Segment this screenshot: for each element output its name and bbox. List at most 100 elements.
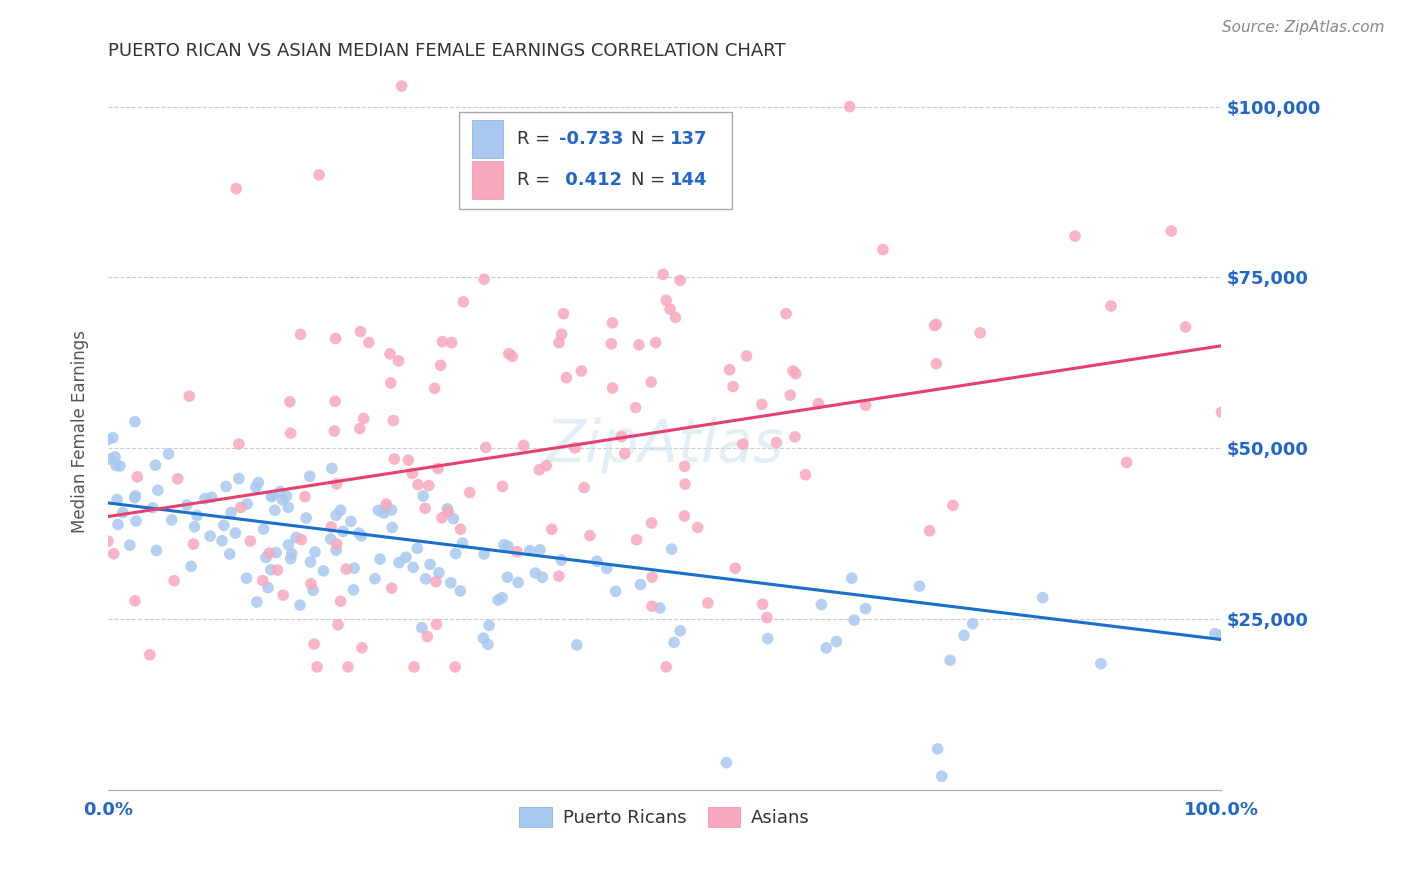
Point — [305, 660, 328, 674]
Point — [673, 477, 696, 491]
Point — [855, 398, 877, 412]
Text: R =: R = — [516, 171, 555, 189]
Point — [142, 500, 165, 515]
Point — [751, 597, 773, 611]
Point — [472, 272, 495, 286]
Point — [124, 415, 146, 429]
Point — [396, 453, 419, 467]
Point — [602, 316, 624, 330]
Point — [491, 591, 513, 605]
Point — [364, 572, 387, 586]
Point — [1064, 229, 1087, 244]
Point — [429, 359, 451, 373]
Point — [1174, 320, 1197, 334]
Point — [183, 520, 205, 534]
Point — [350, 529, 373, 543]
Point — [807, 396, 830, 410]
Point — [163, 574, 186, 588]
Point — [276, 489, 298, 503]
Point — [785, 367, 807, 381]
Point — [260, 563, 283, 577]
Point — [498, 346, 520, 360]
Point — [198, 529, 221, 543]
Point — [496, 570, 519, 584]
Point — [430, 510, 453, 524]
Point — [540, 522, 562, 536]
Point — [444, 547, 467, 561]
Point — [124, 489, 146, 503]
Point — [302, 583, 325, 598]
Point — [548, 335, 571, 350]
Point — [380, 376, 402, 390]
Point — [298, 469, 321, 483]
Point — [262, 489, 284, 503]
Point — [179, 389, 201, 403]
Point — [280, 551, 302, 566]
Point — [183, 537, 205, 551]
Point — [931, 769, 953, 783]
Point — [381, 503, 404, 517]
Point — [1211, 405, 1233, 419]
Point — [367, 503, 389, 517]
Text: ZipAtlas: ZipAtlas — [546, 417, 785, 474]
Point — [529, 542, 551, 557]
Point — [472, 547, 495, 561]
Point — [225, 181, 247, 195]
Point — [925, 357, 948, 371]
Point — [124, 594, 146, 608]
Point — [406, 477, 429, 491]
Point — [395, 550, 418, 565]
Point — [962, 616, 984, 631]
Point — [108, 458, 131, 473]
Point — [412, 489, 434, 503]
Point — [271, 492, 294, 507]
Point — [872, 243, 894, 257]
Point — [224, 526, 246, 541]
Point — [655, 660, 678, 674]
Point — [252, 574, 274, 588]
Point — [145, 458, 167, 472]
Point — [329, 594, 352, 608]
Point — [1160, 224, 1182, 238]
Point — [105, 458, 128, 473]
Point — [641, 570, 664, 584]
Point — [357, 335, 380, 350]
Point — [235, 571, 257, 585]
Point — [1090, 657, 1112, 671]
Point — [368, 552, 391, 566]
Point — [450, 522, 472, 536]
Point — [319, 532, 342, 546]
Point — [440, 335, 463, 350]
Point — [572, 481, 595, 495]
Point — [176, 498, 198, 512]
Point — [547, 569, 569, 583]
Point — [145, 543, 167, 558]
Point — [810, 598, 832, 612]
Point — [564, 441, 586, 455]
Point — [626, 533, 648, 547]
Point — [228, 437, 250, 451]
Point — [294, 490, 316, 504]
Point — [332, 524, 354, 539]
Point — [290, 533, 312, 547]
Point — [212, 518, 235, 533]
Point — [783, 430, 806, 444]
Point — [252, 522, 274, 536]
Point — [107, 517, 129, 532]
Point — [111, 506, 134, 520]
Point — [571, 364, 593, 378]
Point — [924, 318, 946, 333]
Point — [146, 483, 169, 498]
Point — [512, 438, 534, 452]
Point — [496, 540, 519, 554]
Point — [404, 660, 426, 674]
Point — [353, 411, 375, 425]
Point — [337, 660, 360, 674]
Point — [218, 547, 240, 561]
Point — [655, 293, 678, 308]
Point — [1115, 455, 1137, 469]
Point — [264, 503, 287, 517]
Point — [432, 334, 454, 349]
Point — [321, 461, 343, 475]
Point — [553, 307, 575, 321]
